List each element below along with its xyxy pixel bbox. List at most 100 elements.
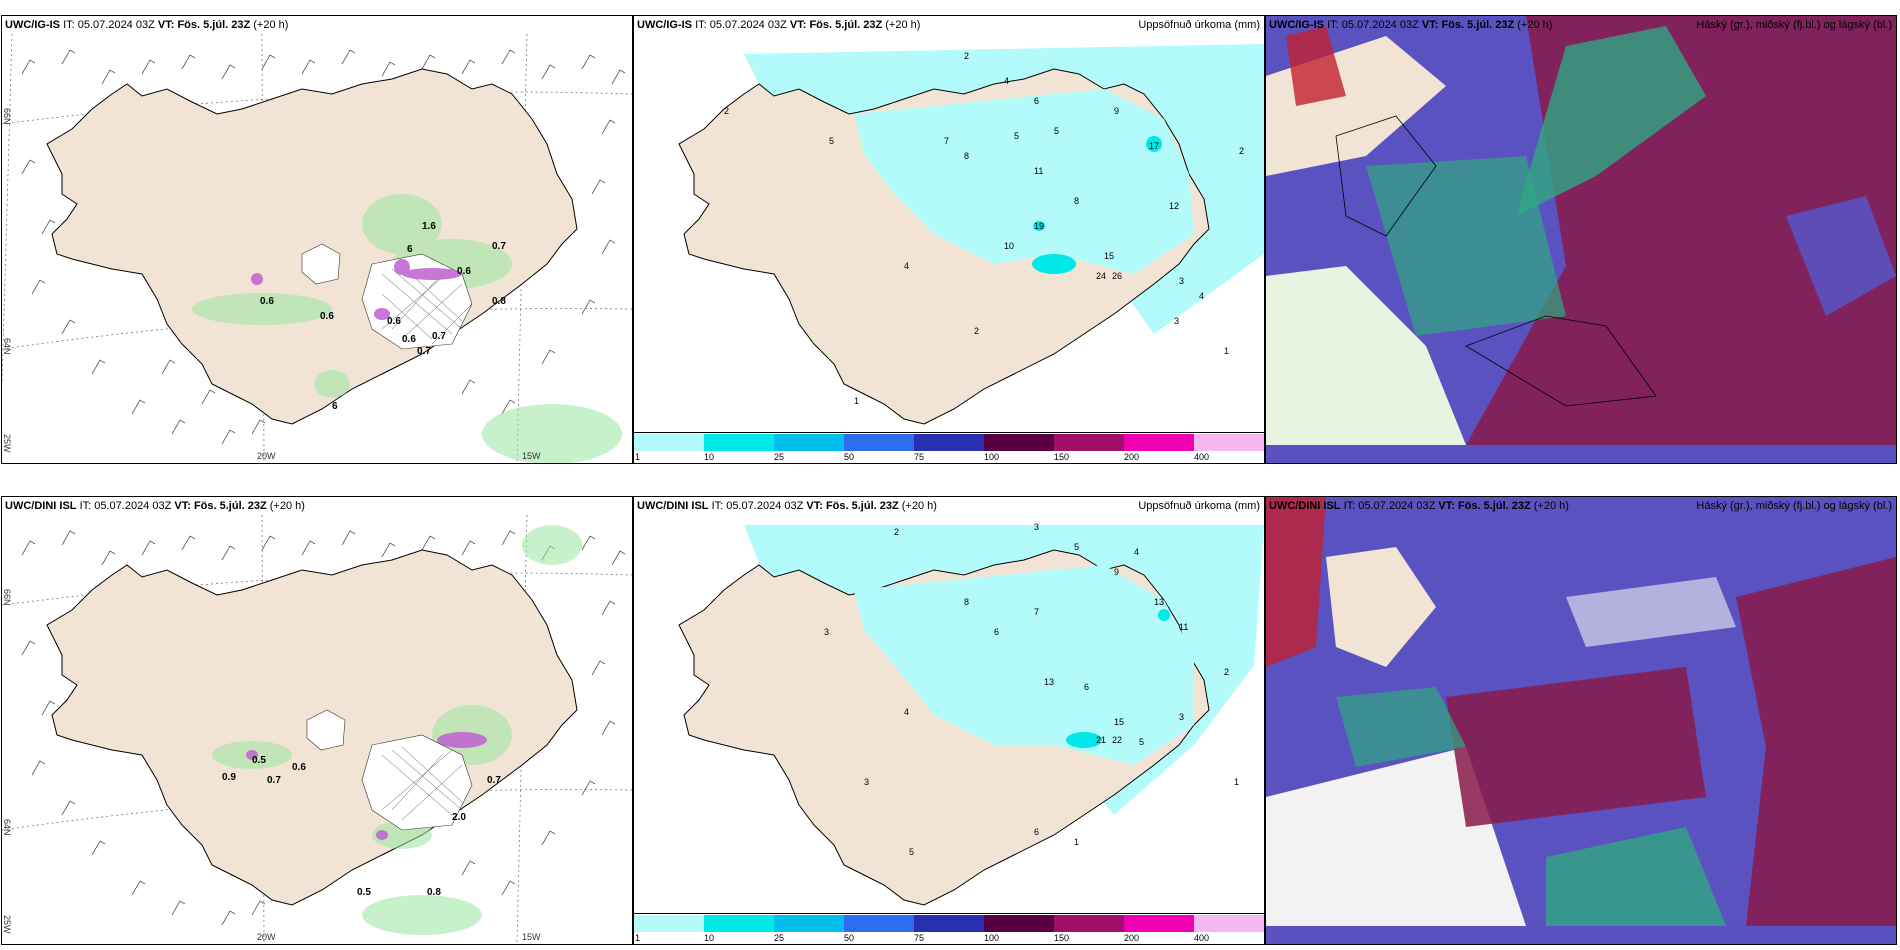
precip-values: 2 3 5 4 8 7 6 9 13 11 13 6 15 21 22 5 3 … (824, 522, 1239, 857)
colorbar-label: 100 (984, 933, 1000, 943)
panel-bottom-clouds: UWC/DINI ISL IT: 05.07.2024 03Z VT: Fös.… (1265, 496, 1897, 945)
colorbar-swatch (1054, 434, 1125, 451)
precip-value: 8 (1074, 196, 1079, 206)
hail-value: 0.9 (222, 772, 236, 783)
precip-map: 2 3 5 4 8 7 6 9 13 11 13 6 15 21 22 5 3 … (678, 522, 1264, 906)
colorbar-label: 75 (914, 933, 925, 943)
precip-value: 6 (1034, 827, 1039, 837)
precip-value: 12 (1169, 201, 1179, 211)
panel-header: UWC/IG-IS IT: 05.07.2024 03Z VT: Fös. 5.… (1269, 19, 1553, 31)
colorbar-label: 200 (1124, 452, 1140, 462)
panel-top-wind: UWC/IG-IS IT: 05.07.2024 03Z VT: Fös. 5.… (1, 15, 633, 464)
lon-label-15w: 15W (522, 932, 541, 942)
hail-value: 0.5 (252, 755, 266, 766)
precip-value: 1 (1224, 346, 1229, 356)
wind-barbs (21, 49, 626, 445)
precip-value: 15 (1114, 717, 1124, 727)
precip-value: 11 (1179, 622, 1188, 632)
precip-value: 2 (724, 106, 729, 116)
colorbar-label: 100 (984, 452, 1000, 462)
colorbar-swatch (984, 434, 1055, 451)
precip-value: 26 (1112, 271, 1122, 281)
hail-value: 0.5 (357, 887, 371, 898)
precip-value: 5 (1074, 542, 1079, 552)
colorbar-swatch (984, 915, 1055, 932)
hail-value: 6 (332, 401, 338, 412)
panel-header: UWC/DINI ISL IT: 05.07.2024 03Z VT: Fös.… (1269, 500, 1569, 512)
precip-value: 5 (1014, 131, 1019, 141)
wind-map: 1.6 0.7 6 0.6 0.6 0.6 0.8 0.6 0.7 0.7 0.… (2, 34, 632, 463)
hail-value: 0.6 (320, 311, 334, 322)
panel-header: UWC/IG-IS IT: 05.07.2024 03Z VT: Fös. 5.… (5, 19, 289, 31)
precip-value: 21 (1096, 735, 1106, 745)
panel-header: UWC/DINI ISL IT: 05.07.2024 03Z VT: Fös.… (637, 500, 937, 512)
colorbar-label: 150 (1054, 933, 1070, 943)
precip-value: 2 (894, 527, 899, 537)
precip-value: 17 (1149, 141, 1159, 151)
colorbar-swatch (1054, 915, 1125, 932)
lat-label-66n: 66N (2, 108, 12, 125)
colorbar-label: 1 (635, 452, 641, 462)
precip-value: 4 (1134, 547, 1139, 557)
precip-value: 15 (1104, 251, 1114, 261)
hail-labels: 1.6 0.7 6 0.6 0.6 0.6 0.8 0.6 0.7 0.7 0.… (260, 221, 506, 412)
colorbar-label: 75 (914, 452, 925, 462)
hail-value: 0.6 (292, 762, 306, 773)
hail-marks (251, 259, 462, 320)
hail-value: 0.7 (267, 775, 281, 786)
hail-value: 0.7 (487, 775, 501, 786)
precip-value: 3 (864, 777, 869, 787)
colorbar-label: 1 (635, 933, 641, 943)
panel-bottom-precip: UWC/DINI ISL IT: 05.07.2024 03Z VT: Fös.… (633, 496, 1265, 945)
hail-value: 1.6 (422, 221, 436, 232)
precip-value: 8 (964, 151, 969, 161)
hail-value: 0.8 (427, 887, 441, 898)
panel-top-clouds: UWC/IG-IS IT: 05.07.2024 03Z VT: Fös. 5.… (1265, 15, 1897, 464)
cloud-map (1266, 16, 1896, 445)
panel-title: Háský (gr.), miðský (fj.bl.) og lágský (… (1696, 19, 1892, 31)
precip-colorbar: 1 10 25 50 75 100 150 200 400 (634, 913, 1264, 944)
colorbar-swatch (634, 434, 705, 451)
colorbar-swatch (1124, 434, 1195, 451)
hail-value: 0.6 (387, 316, 401, 327)
hail-value: 0.7 (432, 331, 446, 342)
colorbar-label: 400 (1194, 933, 1210, 943)
colorbar-swatch (774, 915, 845, 932)
lat-label-25w: 25W (2, 915, 12, 934)
precip-value: 4 (1004, 76, 1009, 86)
precip-value: 7 (1034, 607, 1039, 617)
precip-over-land (854, 89, 1194, 274)
colorbar-swatch (634, 915, 705, 932)
hatch (381, 265, 473, 345)
colorbar-label: 25 (774, 452, 785, 462)
precip-value: 2 (1239, 146, 1244, 156)
panel-title: Uppsöfnuð úrkoma (mm) (1138, 19, 1260, 31)
precip-value: 5 (1139, 737, 1144, 747)
precip-value: 6 (1034, 96, 1039, 106)
colorbar-label: 10 (704, 933, 715, 943)
precip-value: 24 (1096, 271, 1106, 281)
precip-value: 8 (964, 597, 969, 607)
panel-bottom-wind: UWC/DINI ISL IT: 05.07.2024 03Z VT: Fös.… (1, 496, 633, 945)
colorbar-swatch (914, 915, 985, 932)
panel-top-precip: UWC/IG-IS IT: 05.07.2024 03Z VT: Fös. 5.… (633, 15, 1265, 464)
precip-value: 1 (1074, 837, 1079, 847)
panel-title: Uppsöfnuð úrkoma (mm) (1138, 500, 1260, 512)
precip-value: 19 (1034, 221, 1044, 231)
precip-value: 5 (1054, 126, 1059, 136)
precip-value: 2 (964, 51, 969, 61)
colorbar-label: 150 (1054, 452, 1070, 462)
precip-value: 4 (904, 707, 909, 717)
colorbar-swatch (1194, 434, 1264, 451)
hail-value: 0.6 (260, 296, 274, 307)
colorbar-label: 400 (1194, 452, 1210, 462)
precip-over-land (854, 565, 1194, 765)
precip-value: 3 (824, 627, 829, 637)
hail-value: 0.7 (492, 241, 506, 252)
hail-value: 0.7 (417, 346, 431, 357)
precip-value: 6 (1084, 682, 1089, 692)
colorbar-label: 50 (844, 933, 855, 943)
precip-map: 2 4 6 5 9 17 7 8 5 11 8 19 10 15 24 26 1… (678, 44, 1264, 425)
colorbar-swatch (1194, 915, 1264, 932)
colorbar-swatch (844, 434, 915, 451)
